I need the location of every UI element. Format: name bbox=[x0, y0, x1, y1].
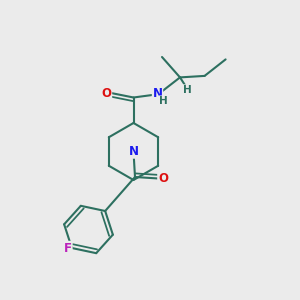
Text: N: N bbox=[128, 145, 139, 158]
Text: O: O bbox=[101, 86, 112, 100]
Text: F: F bbox=[64, 242, 72, 254]
Text: H: H bbox=[159, 96, 168, 106]
Text: O: O bbox=[158, 172, 168, 185]
Text: H: H bbox=[183, 85, 192, 95]
Text: N: N bbox=[152, 87, 163, 101]
